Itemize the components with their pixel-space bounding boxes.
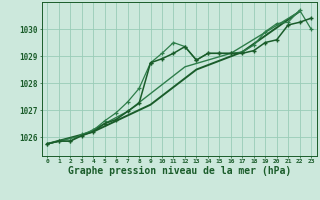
X-axis label: Graphe pression niveau de la mer (hPa): Graphe pression niveau de la mer (hPa) (68, 166, 291, 176)
